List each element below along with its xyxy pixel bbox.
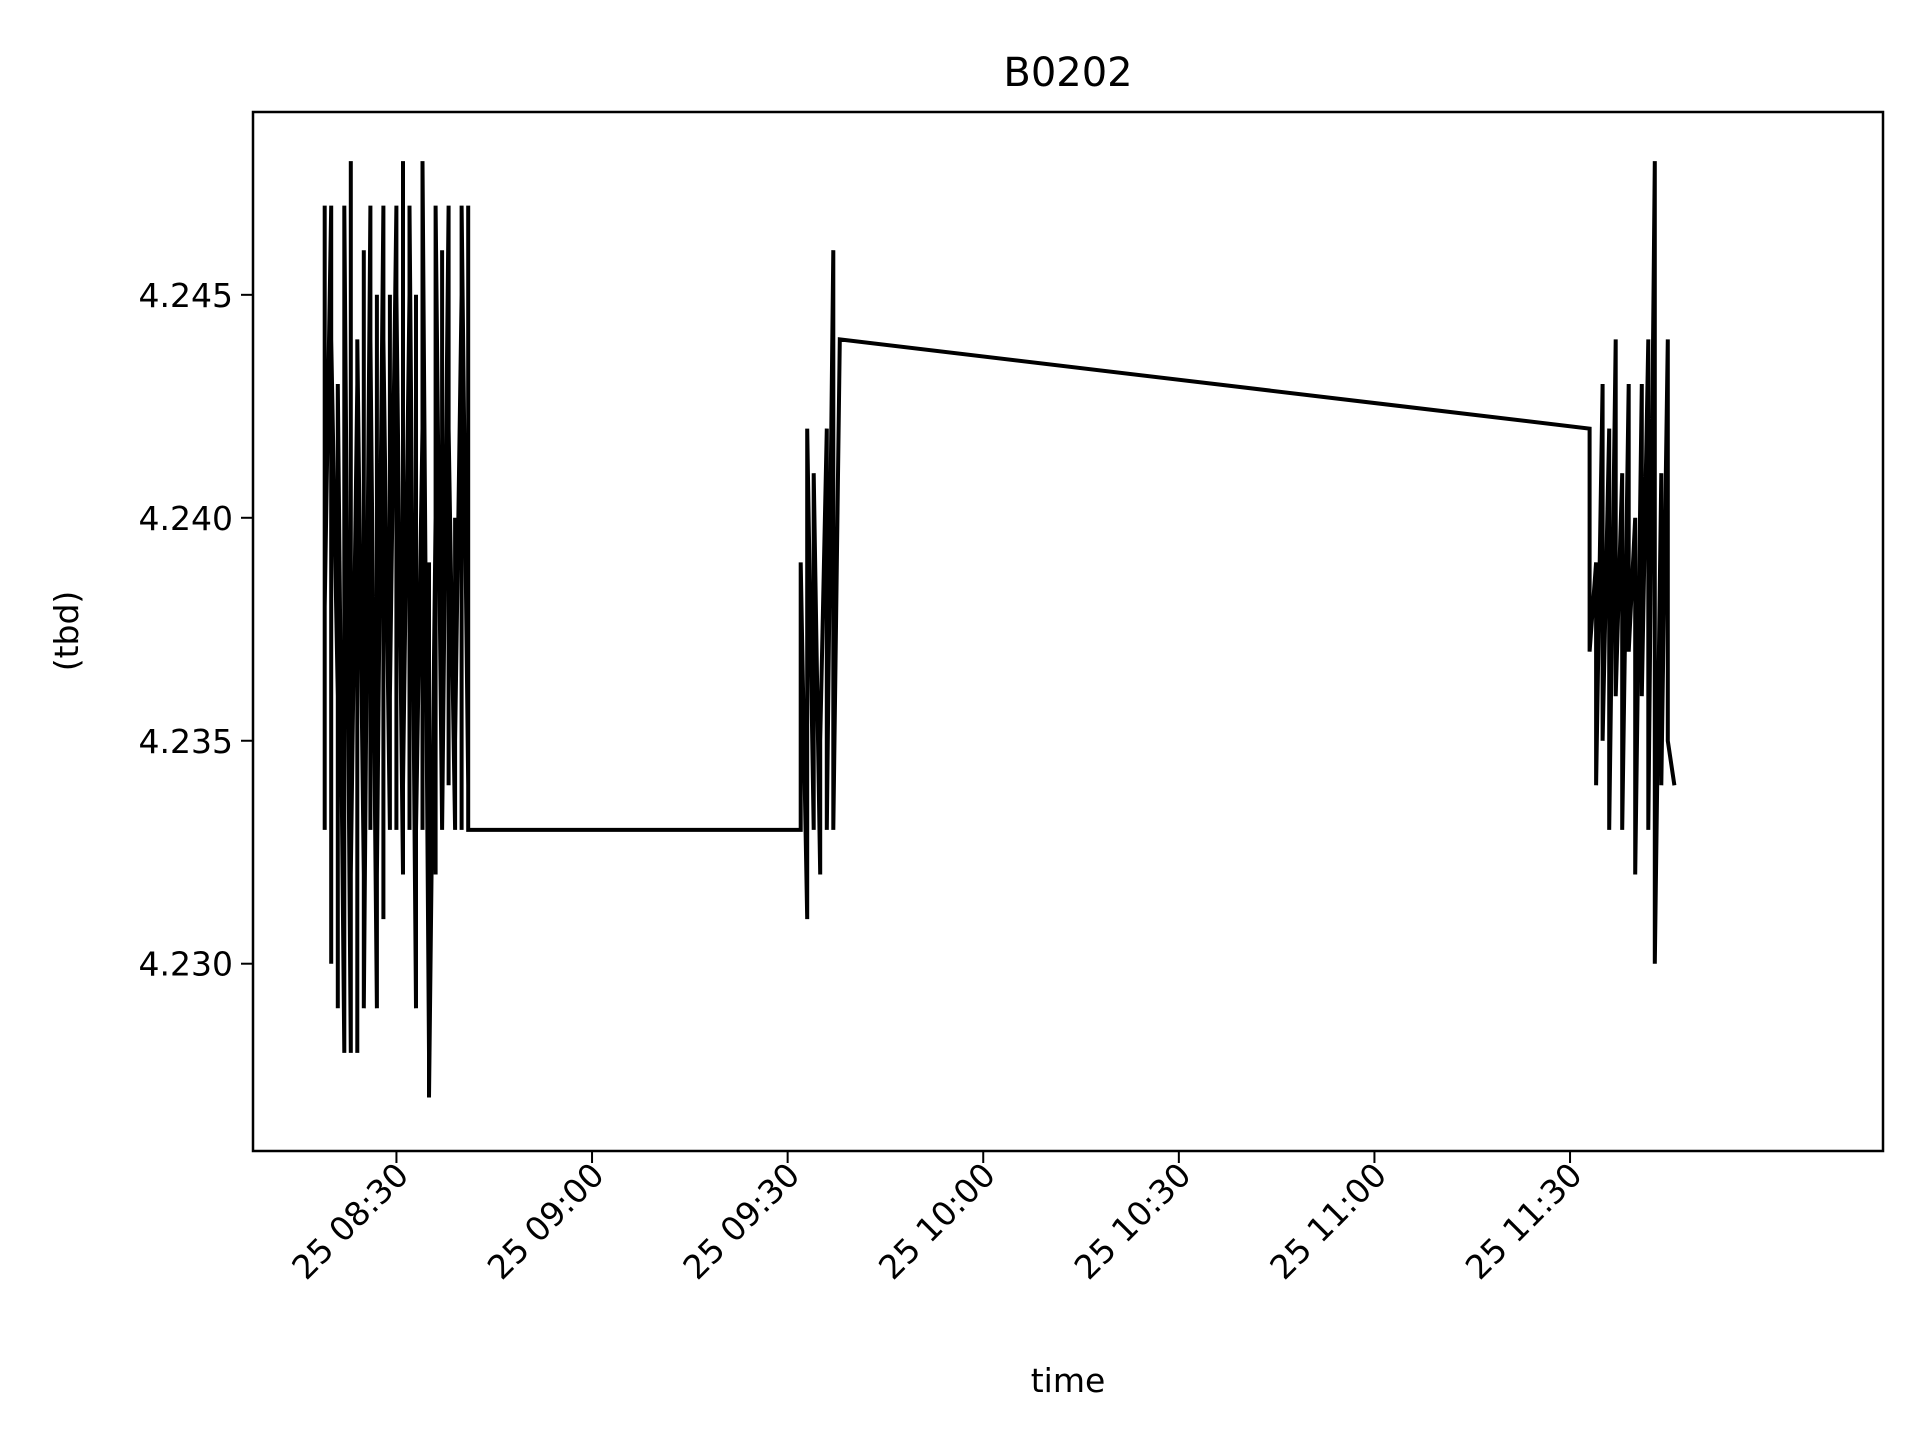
series-line: [322, 161, 1677, 1098]
y-axis-label: (tbd): [47, 591, 86, 672]
x-axis-label: time: [1031, 1361, 1106, 1400]
y-tick-label: 4.240: [139, 499, 233, 538]
y-tick-label: 4.245: [139, 276, 233, 315]
chart-title: B0202: [1003, 50, 1132, 96]
plot-frame: [251, 110, 1885, 1153]
y-axis: 4.230 4.235 4.240 4.245: [139, 276, 253, 984]
plot-area: [322, 161, 1677, 1098]
y-tick-label: 4.235: [139, 722, 233, 761]
y-tick-label: 4.230: [139, 945, 233, 984]
